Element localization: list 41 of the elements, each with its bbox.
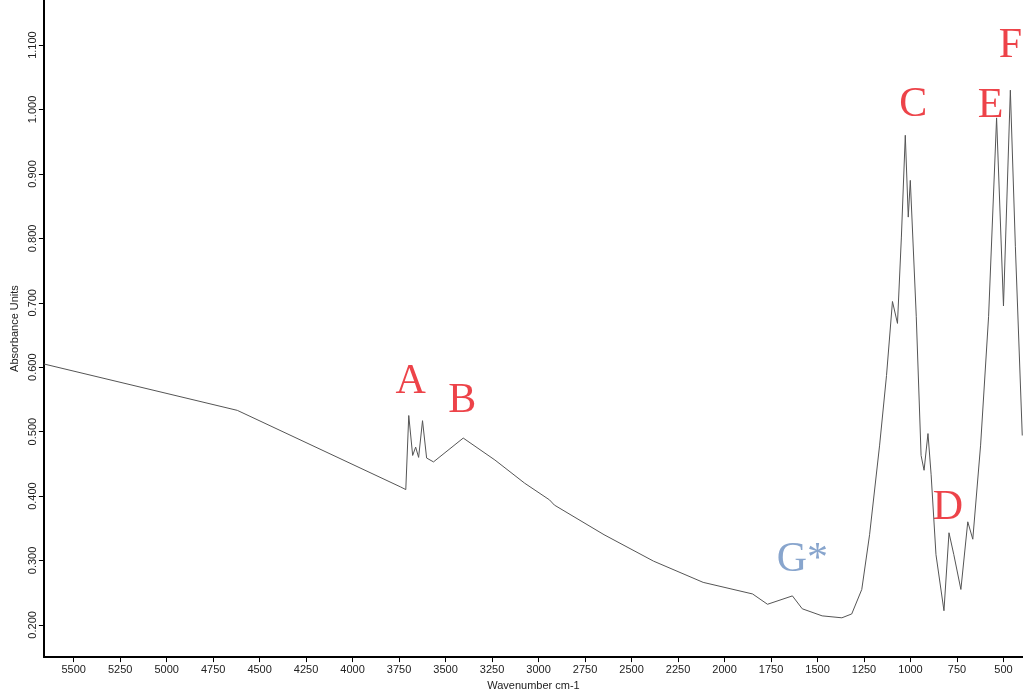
x-tick-label: 5000 — [154, 662, 179, 675]
y-tick-label: 0.700 — [26, 289, 39, 317]
x-tick-label: 2750 — [572, 662, 598, 675]
x-tick-label: 1250 — [851, 662, 877, 675]
annotation: C — [899, 79, 928, 126]
x-tick-label: 3000 — [526, 662, 551, 675]
y-tick-label: 0.400 — [26, 482, 39, 510]
x-tick-label: 5250 — [107, 662, 133, 675]
x-tick-label: 4250 — [293, 662, 319, 675]
line-series — [43, 89, 1023, 619]
x-axis-title: Wavenumber cm-1 — [487, 678, 580, 691]
x-tick-label: 5500 — [61, 662, 86, 675]
x-tick-label: 1750 — [758, 662, 784, 675]
x-tick-label: 2250 — [665, 662, 691, 675]
y-axis-title: Absorbance Units — [7, 284, 20, 372]
y-tick-label: 0.200 — [26, 611, 39, 639]
x-tick-label: 2000 — [712, 662, 737, 675]
y-tick-label: 1.000 — [26, 95, 39, 124]
x-tick-label: 3250 — [479, 662, 505, 675]
x-tick-label: 3500 — [433, 662, 458, 675]
x-tick-label: 4000 — [340, 662, 365, 675]
x-tick-label: 1000 — [898, 662, 923, 675]
y-tick-label: 0.600 — [26, 353, 39, 381]
x-tick-label: 750 — [947, 662, 967, 675]
y-tick-label: 0.900 — [26, 160, 39, 188]
x-tick-label: 1500 — [805, 662, 830, 675]
annotation: D — [932, 481, 964, 528]
x-tick-label: 4500 — [247, 662, 272, 675]
x-tick-label: 500 — [994, 662, 1013, 675]
annotation: E — [977, 79, 1004, 126]
x-tick-label: 4750 — [200, 662, 226, 675]
annotation: F — [998, 20, 1023, 67]
annotation: G* — [776, 533, 829, 580]
annotation: A — [395, 355, 427, 402]
y-tick-label: 0.500 — [26, 417, 39, 446]
y-tick-label: 0.300 — [26, 546, 39, 575]
y-tick-label: 0.800 — [26, 224, 39, 253]
y-tick-label: 1.100 — [26, 31, 39, 59]
annotation: B — [448, 375, 477, 422]
x-tick-label: 3750 — [386, 662, 412, 675]
x-tick-label: 2500 — [619, 662, 644, 675]
